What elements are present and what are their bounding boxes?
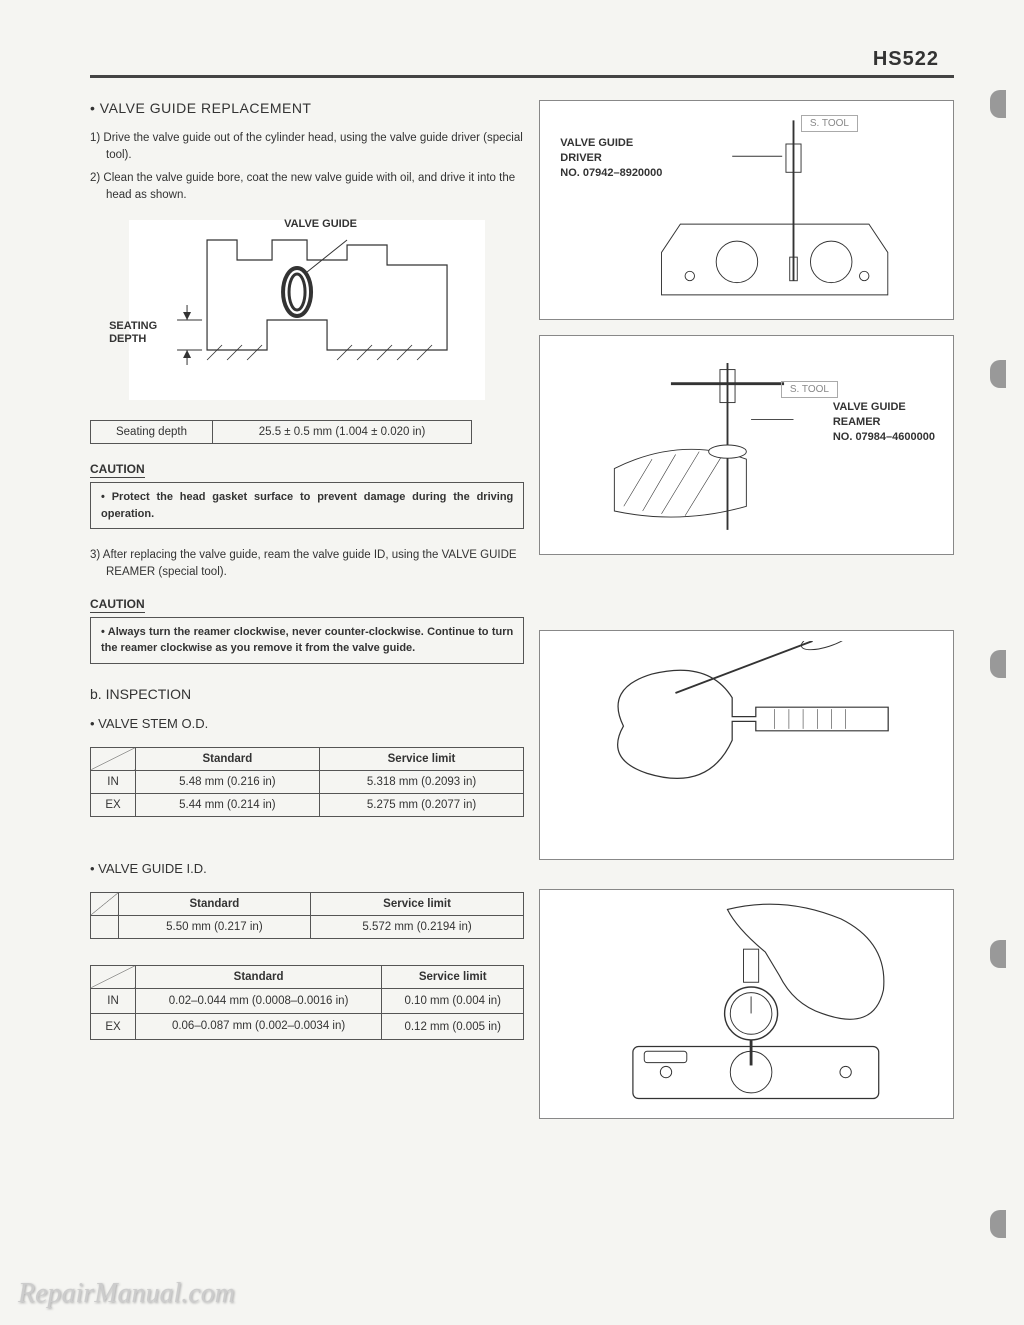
cell: 5.275 mm (0.2077 in) bbox=[319, 793, 524, 816]
reamer-label: VALVE GUIDE REAMER NO. 07984–4600000 bbox=[833, 400, 935, 445]
cell: 5.572 mm (0.2194 in) bbox=[310, 915, 523, 938]
inspection-head: b. INSPECTION bbox=[90, 686, 524, 702]
caution-box-2: Always turn the reamer clockwise, never … bbox=[90, 617, 524, 664]
l3: NO. 07942–8920000 bbox=[560, 167, 662, 179]
cell: 0.12 mm (0.005 in) bbox=[382, 1014, 524, 1040]
reamer-tool-diagram: S. TOOL VALVE GUIDE REAMER NO. 07984–460… bbox=[539, 335, 954, 555]
step-3-wrap: 3) After replacing the valve guide, ream… bbox=[90, 547, 524, 582]
seating-depth-text: SEATING DEPTH bbox=[109, 320, 157, 345]
table-row: 5.50 mm (0.217 in) 5.572 mm (0.2194 in) bbox=[91, 915, 524, 938]
l3: NO. 07984–4600000 bbox=[833, 431, 935, 443]
valve-guide-id-table: Standard Service limit 5.50 mm (0.217 in… bbox=[90, 892, 524, 939]
step-3: 3) After replacing the valve guide, ream… bbox=[90, 547, 524, 582]
caution-title-2: CAUTION bbox=[90, 597, 145, 613]
cell: 0.10 mm (0.004 in) bbox=[382, 988, 524, 1014]
row-label: IN bbox=[91, 988, 136, 1014]
blank-header bbox=[91, 965, 136, 988]
col-standard: Standard bbox=[119, 892, 311, 915]
seating-depth-label: SEATING DEPTH bbox=[109, 320, 179, 346]
stool-tag: S. TOOL bbox=[781, 381, 838, 398]
seating-depth-table: Seating depth 25.5 ± 0.5 mm (1.004 ± 0.0… bbox=[90, 420, 472, 444]
table-row: IN 5.48 mm (0.216 in) 5.318 mm (0.2093 i… bbox=[91, 770, 524, 793]
valve-stem-od-title: • VALVE STEM O.D. bbox=[90, 716, 524, 731]
row-label: EX bbox=[91, 793, 136, 816]
col-service-limit: Service limit bbox=[319, 747, 524, 770]
cell: 0.02–0.044 mm (0.0008–0.0016 in) bbox=[136, 988, 382, 1014]
blank-header bbox=[91, 892, 119, 915]
header-rule bbox=[90, 75, 954, 78]
stool-tag: S. TOOL bbox=[801, 115, 858, 132]
section-title: • VALVE GUIDE REPLACEMENT bbox=[90, 100, 524, 116]
cell: 5.48 mm (0.216 in) bbox=[136, 770, 320, 793]
valve-stem-table: Standard Service limit IN 5.48 mm (0.216… bbox=[90, 747, 524, 817]
driver-tool-diagram: S. TOOL VALVE GUIDE DRIVER NO. 07942–892… bbox=[539, 100, 954, 320]
bore-gauge-diagram bbox=[539, 889, 954, 1119]
steps-list: 1) Drive the valve guide out of the cyli… bbox=[90, 130, 524, 204]
l1: VALVE GUIDE bbox=[560, 137, 633, 149]
cell: 5.50 mm (0.217 in) bbox=[119, 915, 311, 938]
watermark: RepairManual.com bbox=[18, 1278, 235, 1310]
seating-depth-value: 25.5 ± 0.5 mm (1.004 ± 0.020 in) bbox=[212, 421, 471, 444]
col-standard: Standard bbox=[136, 965, 382, 988]
binder-holes bbox=[986, 0, 1006, 1325]
driver-label: VALVE GUIDE DRIVER NO. 07942–8920000 bbox=[560, 136, 662, 181]
step-2: 2) Clean the valve guide bore, coat the … bbox=[90, 170, 524, 205]
row-label: IN bbox=[91, 770, 136, 793]
table-row: EX 0.06–0.087 mm (0.002–0.0034 in) 0.12 … bbox=[91, 1014, 524, 1040]
col-standard: Standard bbox=[136, 747, 320, 770]
col-service-limit: Service limit bbox=[310, 892, 523, 915]
valve-guide-cross-section-diagram: VALVE GUIDE SEATING DEPTH bbox=[129, 220, 485, 400]
header-model-code: HS522 bbox=[873, 48, 939, 71]
seating-depth-key: Seating depth bbox=[91, 421, 213, 444]
l2: DRIVER bbox=[560, 152, 602, 164]
cell: 5.44 mm (0.214 in) bbox=[136, 793, 320, 816]
row-label: EX bbox=[91, 1014, 136, 1040]
table-row: EX 5.44 mm (0.214 in) 5.275 mm (0.2077 i… bbox=[91, 793, 524, 816]
table-row: IN 0.02–0.044 mm (0.0008–0.0016 in) 0.10… bbox=[91, 988, 524, 1014]
caution-text-1: Protect the head gasket surface to preve… bbox=[101, 489, 513, 522]
cell: 5.318 mm (0.2093 in) bbox=[319, 770, 524, 793]
cell: 0.06–0.087 mm (0.002–0.0034 in) bbox=[136, 1014, 382, 1040]
micrometer-diagram bbox=[539, 630, 954, 860]
clearance-table: Standard Service limit IN 0.02–0.044 mm … bbox=[90, 965, 524, 1041]
valve-guide-id-title: • VALVE GUIDE I.D. bbox=[90, 861, 524, 876]
step-1: 1) Drive the valve guide out of the cyli… bbox=[90, 130, 524, 165]
caution-text-2: Always turn the reamer clockwise, never … bbox=[101, 624, 513, 657]
caution-title-1: CAUTION bbox=[90, 462, 145, 478]
caution-box-1: Protect the head gasket surface to preve… bbox=[90, 482, 524, 529]
l2: REAMER bbox=[833, 416, 881, 428]
valve-guide-label: VALVE GUIDE bbox=[284, 218, 357, 230]
blank-header bbox=[91, 747, 136, 770]
l1: VALVE GUIDE bbox=[833, 401, 906, 413]
col-service-limit: Service limit bbox=[382, 965, 524, 988]
